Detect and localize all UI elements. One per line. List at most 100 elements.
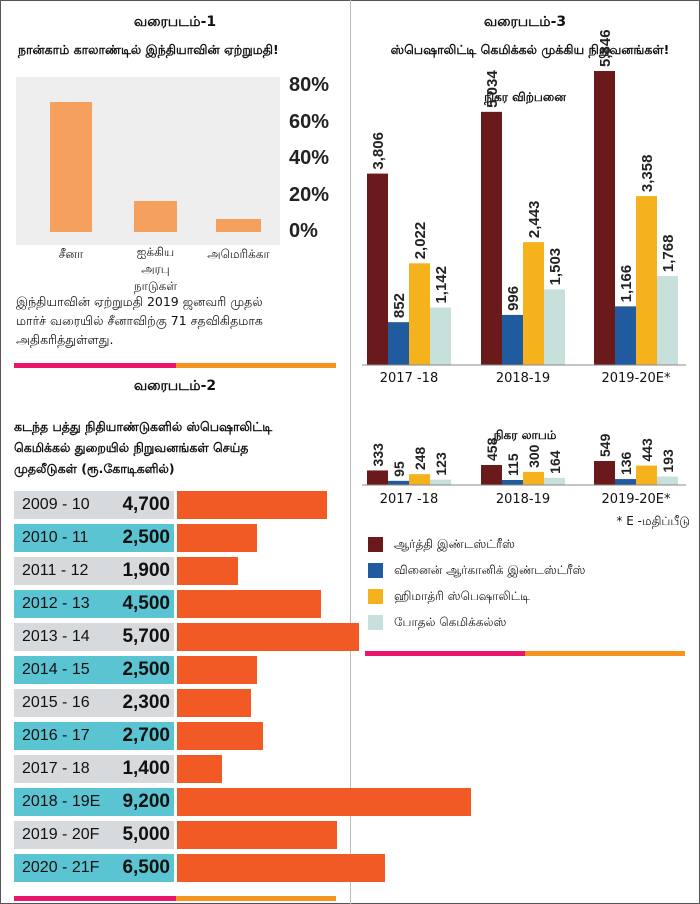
section-stripe-pink xyxy=(14,363,176,368)
chart2-row-background xyxy=(14,623,174,651)
chart2-value-label: 1,900 xyxy=(122,560,170,581)
net-profit-bar xyxy=(544,477,565,485)
net-profit-category-label: 2017 -18 xyxy=(380,492,438,507)
chart3-svg: 3,806 5,034 5,846 852 996 1,166 2,022 2,443 3,35… xyxy=(362,29,686,507)
net-sales-bar xyxy=(544,289,565,365)
net-profit-category-label: 2019-20E* xyxy=(601,492,671,507)
net-profit-bar xyxy=(636,465,657,485)
legend-swatch xyxy=(368,615,383,630)
net-profit-bar xyxy=(481,464,502,485)
chart2-title-line: கெமிக்கல் துறையில் நிறுவனங்கள் செய்த xyxy=(14,440,249,455)
net-sales-bar xyxy=(388,322,409,365)
chart2-bar xyxy=(177,854,385,882)
net-profit-value-label: 164 xyxy=(547,450,563,474)
net-profit-bar xyxy=(367,470,388,485)
chart3-heading: வரைபடம்-3 xyxy=(483,14,567,30)
net-sales-value-label: 1,503 xyxy=(547,248,564,286)
net-sales-value-label: 2,022 xyxy=(412,222,429,260)
chart2-row: 2016 - 17 2,700 xyxy=(14,722,334,750)
net-sales-value-label: 1,142 xyxy=(433,266,450,304)
chart2-bar xyxy=(177,524,257,552)
chart2-row-background xyxy=(14,854,174,882)
chart2-row: 2020 - 21F 6,500 xyxy=(14,854,385,882)
chart2-row: 2019 - 20F 5,000 xyxy=(14,821,337,849)
legend-label: ஆர்த்தி இண்டஸ்ட்ரீஸ் xyxy=(394,537,515,551)
net-profit-title: நிகர லாபம் xyxy=(493,428,557,442)
chart2-row-background xyxy=(14,590,174,618)
chart2-year-label: 2018 - 19E xyxy=(22,793,101,810)
chart2-year-label: 2019 - 20F xyxy=(22,826,100,843)
net-sales-value-label: 1,768 xyxy=(660,235,677,273)
chart1-category-label: அமெரிக்கா xyxy=(207,247,270,261)
chart2-row: 2013 - 14 5,700 xyxy=(14,623,360,651)
legend-label: போதல் கெமிக்கல்ஸ் xyxy=(394,615,507,629)
legend-item: வினைன் ஆர்கானிக் இண்டஸ்ட்ரீஸ் xyxy=(368,561,688,581)
chart2-value-label: 6,500 xyxy=(122,857,170,878)
legend-item: ஹிமாத்ரி ஸ்பெஷாலிட்டி xyxy=(368,587,688,607)
legend-swatch xyxy=(368,537,383,552)
net-profit-bar xyxy=(523,471,544,485)
section-stripe-orange xyxy=(176,363,336,368)
chart2-title-line: முதலீடுகள் (ரூ.கோடிகளில்) xyxy=(14,461,175,476)
chart2-row-background xyxy=(14,755,174,783)
net-sales-value-label: 2,443 xyxy=(526,201,543,239)
chart2-value-label: 4,700 xyxy=(122,494,170,515)
chart2-bar xyxy=(177,491,328,519)
net-sales-category-label: 2017 -18 xyxy=(380,371,438,386)
chart2-row: 2017 - 18 1,400 xyxy=(14,755,334,783)
net-profit-value-label: 95 xyxy=(391,461,407,477)
chart2-row: 2009 - 10 4,700 xyxy=(14,491,334,519)
chart2-year-label: 2012 - 13 xyxy=(22,595,90,612)
chart2-year-label: 2014 - 15 xyxy=(22,661,90,678)
net-profit-value-label: 115 xyxy=(505,453,521,476)
net-profit-value-label: 136 xyxy=(618,451,634,475)
net-profit-value-label: 443 xyxy=(639,438,655,462)
chart1-bar xyxy=(216,219,261,232)
net-profit-bar xyxy=(502,479,523,485)
chart2-row-background xyxy=(14,491,174,519)
net-profit-value-label: 549 xyxy=(597,433,613,457)
section-stripe-orange xyxy=(176,896,336,901)
chart2-bar xyxy=(177,722,264,750)
chart2-row-background xyxy=(14,557,174,585)
chart1-title: நான்காம் காலாண்டில் இந்தியாவின் ஏற்றுமதி… xyxy=(18,42,279,57)
net-sales-value-label: 996 xyxy=(505,286,522,311)
legend-swatch xyxy=(368,589,383,604)
net-profit-value-label: 123 xyxy=(433,452,449,476)
legend-label: ஹிமாத்ரி ஸ்பெஷாலிட்டி xyxy=(394,589,530,603)
chart2-year-label: 2015 - 16 xyxy=(22,694,90,711)
net-profit-value-label: 333 xyxy=(370,443,386,467)
chart2-row-background xyxy=(14,821,174,849)
chart2-bar xyxy=(177,590,321,618)
chart3-title: ஸ்பெஷாலிட்டி கெமிக்கல் முக்கிய நிறுவனங்க… xyxy=(390,42,670,57)
chart2-value-label: 2,500 xyxy=(122,527,170,548)
column-divider xyxy=(350,0,351,904)
chart2-row-background xyxy=(14,689,174,717)
chart1-y-tick: 0% xyxy=(289,220,318,242)
chart2-row-background xyxy=(14,788,174,816)
chart2-row-background xyxy=(14,656,174,684)
net-profit-value-label: 193 xyxy=(660,449,676,473)
net-profit-value-label: 458 xyxy=(484,437,500,461)
chart2-value-label: 9,200 xyxy=(122,791,170,812)
legend-item: போதல் கெமிக்கல்ஸ் xyxy=(368,613,688,633)
net-sales-category-label: 2018-19 xyxy=(496,371,550,386)
net-sales-category-label: 2019-20E* xyxy=(601,371,671,386)
chart2-year-label: 2013 - 14 xyxy=(22,628,90,645)
section-stripe-pink xyxy=(14,896,176,901)
chart1-note-line: இந்தியாவின் ஏற்றுமதி 2019 ஜனவரி முதல் xyxy=(16,294,263,309)
chart2-title-line: கடந்த பத்து நிதியாண்டுகளில் ஸ்பெஷாலிட்டி xyxy=(14,419,273,434)
chart1-note: இந்தியாவின் ஏற்றுமதி 2019 ஜனவரி முதல் மா… xyxy=(16,292,346,349)
chart2-year-label: 2016 - 17 xyxy=(22,727,90,744)
net-profit-value-label: 300 xyxy=(526,444,542,468)
chart2-value-label: 1,400 xyxy=(122,758,170,779)
chart1-note-line: அதிகரித்துள்ளது. xyxy=(16,332,114,347)
net-sales-bar xyxy=(367,173,388,365)
chart2-bar xyxy=(177,788,471,816)
chart2-row: 2010 - 11 2,500 xyxy=(14,524,334,552)
chart2-value-label: 2,300 xyxy=(122,692,170,713)
chart2-year-label: 2009 - 10 xyxy=(22,496,90,513)
chart2-value-label: 2,700 xyxy=(122,725,170,746)
net-profit-bar xyxy=(430,479,451,485)
net-sales-value-label: 3,358 xyxy=(639,155,656,193)
